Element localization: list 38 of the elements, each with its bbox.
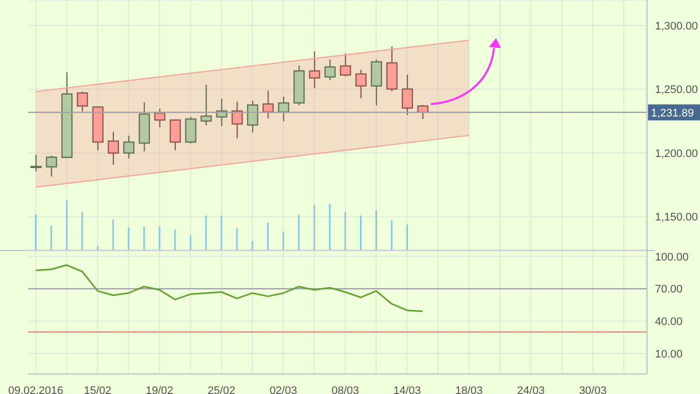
x-tick-label: 08/03 xyxy=(331,385,360,394)
y-tick-label: 1,150.00 xyxy=(655,212,698,224)
y-tick-label: 10.00 xyxy=(655,348,683,360)
candlestick xyxy=(154,108,166,128)
candlestick xyxy=(402,74,413,116)
candlestick xyxy=(108,131,119,166)
candlestick xyxy=(308,50,320,89)
candlestick xyxy=(262,90,274,119)
x-tick-label: 18/03 xyxy=(455,385,483,394)
y-tick-label: 1,300.00 xyxy=(655,20,698,32)
x-tick-label: 15/02 xyxy=(84,385,112,394)
x-tick-label: 30/03 xyxy=(579,385,607,394)
y-tick-label: 100.00 xyxy=(655,251,689,264)
candlestick xyxy=(30,154,42,172)
candlestick xyxy=(200,84,212,126)
x-tick-label: 25/02 xyxy=(208,385,236,394)
candlestick xyxy=(247,100,258,133)
x-tick-label: 02/03 xyxy=(270,385,298,394)
candlestick xyxy=(123,135,134,160)
y-tick-label: 1,200.00 xyxy=(655,148,698,160)
candlestick xyxy=(170,119,181,151)
ref-line-label: 1,231.89 xyxy=(651,107,694,120)
x-tick-label: 19/02 xyxy=(146,385,174,394)
candlestick xyxy=(76,90,88,112)
candlestick xyxy=(278,96,290,122)
x-tick-label: 24/03 xyxy=(517,385,545,394)
candlestick xyxy=(46,155,58,178)
y-tick-label: 40.00 xyxy=(655,316,683,328)
y-tick-label: 1,250.00 xyxy=(655,84,698,96)
candlestick xyxy=(185,116,196,144)
y-tick-label: 70.00 xyxy=(655,284,683,296)
line-series xyxy=(34,264,424,312)
candlestick xyxy=(355,69,367,99)
candlestick xyxy=(340,52,352,77)
candlestick xyxy=(232,101,243,139)
candlestick xyxy=(324,58,336,81)
x-tick-label: 14/03 xyxy=(393,385,421,394)
x-tick-label: 09.02.2016 xyxy=(8,385,64,394)
